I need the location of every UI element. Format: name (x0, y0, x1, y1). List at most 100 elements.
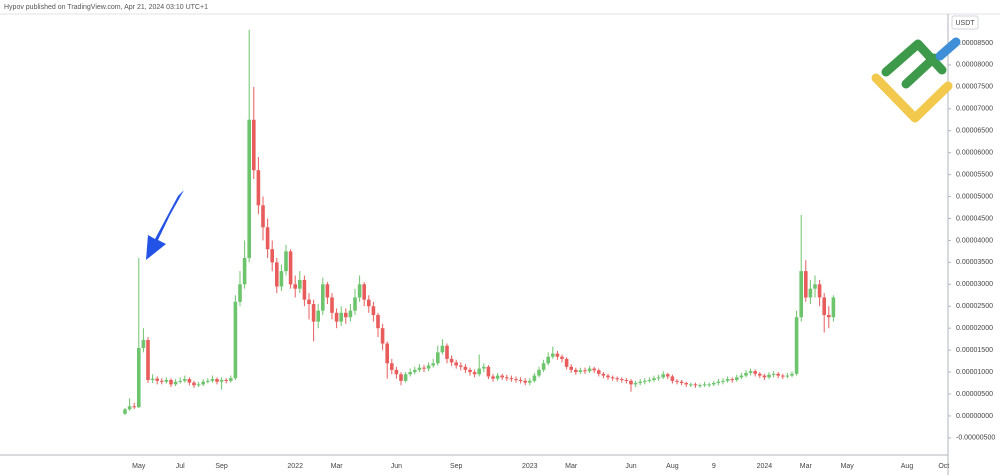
candle-body (661, 374, 665, 378)
x-tick-label: Oct (938, 463, 949, 470)
candle-body (288, 251, 293, 285)
candle-body (215, 379, 219, 382)
candle-body (376, 315, 380, 329)
candle-body (822, 297, 826, 316)
candle-body (169, 379, 173, 385)
candle-body (449, 358, 454, 363)
candle-body (261, 205, 265, 228)
candle-body (587, 368, 592, 372)
x-tick-label: May (841, 463, 855, 470)
logo-blue (935, 37, 961, 61)
candle-body (505, 377, 509, 379)
y-tick-label: -0.00000500 (956, 435, 995, 442)
candle-body (472, 372, 477, 375)
candle-body (514, 379, 518, 381)
candle-body (569, 366, 573, 370)
candle-body (574, 369, 578, 373)
candle-body (330, 297, 334, 313)
candle-body (813, 284, 817, 289)
logo (871, 37, 961, 123)
candle-body (293, 284, 297, 289)
candle-body (638, 381, 642, 384)
candle-body (390, 363, 394, 370)
y-tick-label: 0.00003000 (956, 281, 993, 288)
candle-body (265, 227, 270, 250)
candle-body (463, 366, 468, 370)
x-tick-label: Aug (666, 463, 679, 470)
candle-body (541, 363, 546, 370)
candle-body (247, 119, 251, 258)
x-tick-label: Aug (901, 463, 914, 470)
x-tick-label: 9 (712, 463, 716, 470)
y-tick-label: 0.00008500 (956, 40, 993, 47)
candle-body (831, 297, 836, 318)
candle-body (633, 383, 638, 385)
candle-body (735, 377, 739, 380)
candle-body (781, 375, 785, 377)
x-tick-label: 2024 (757, 463, 773, 470)
candle-body (362, 284, 366, 300)
candle-body (141, 340, 146, 348)
candle-body (656, 377, 661, 379)
candle-body (164, 379, 169, 382)
x-tick-label: Sep (450, 463, 463, 470)
candle-body (689, 384, 693, 386)
candle-body (127, 406, 132, 410)
y-tick-label: 0.00005500 (956, 171, 993, 178)
candle-body (394, 369, 399, 375)
candle-body (684, 383, 688, 385)
candle-body (560, 356, 564, 359)
candle-body (546, 356, 550, 364)
candle-body (270, 249, 274, 263)
candle-body (219, 379, 224, 382)
candle-body (242, 257, 247, 285)
candle-body (753, 371, 757, 374)
candle-body (137, 347, 141, 408)
candle-body (413, 369, 417, 373)
candle-body (367, 299, 371, 307)
candle-body (371, 306, 376, 316)
candle-body (620, 379, 624, 381)
candle-body (325, 284, 330, 298)
candle-body (518, 379, 523, 381)
candle-body (804, 271, 808, 298)
candle-body (459, 365, 463, 367)
y-tick-label: 0.00000000 (956, 413, 993, 420)
candle-body (132, 406, 136, 408)
candle-body (693, 384, 698, 386)
x-tick-label: Mar (331, 463, 344, 470)
candle-body (201, 381, 205, 385)
candle-body (698, 385, 702, 387)
candle-body (183, 379, 187, 381)
candle-body (776, 373, 780, 376)
candle-body (468, 369, 472, 373)
candle-body (555, 353, 560, 357)
x-tick-label: Mar (565, 463, 578, 470)
candle-body (422, 367, 426, 369)
x-tick-label: Jun (625, 463, 636, 470)
y-tick-label: 0.00006500 (956, 128, 993, 135)
y-tick-label: 0.00005000 (956, 193, 993, 200)
candle-body (491, 376, 495, 379)
candle-body (353, 297, 357, 311)
candle-body (440, 345, 445, 353)
candle-body (339, 312, 343, 322)
candle-body (794, 317, 799, 374)
candle-body (482, 366, 486, 369)
x-tick-label: 2023 (522, 463, 538, 470)
candle-body (606, 375, 610, 378)
candle-body (256, 170, 261, 206)
candle-body (721, 380, 725, 382)
y-tick-label: 0.00002500 (956, 303, 993, 310)
currency-label: USDT (955, 20, 975, 27)
candle-body (597, 370, 601, 374)
candle-body (178, 380, 182, 382)
y-tick-label: 0.00001500 (956, 347, 993, 354)
candle-body (196, 384, 201, 386)
candle-body (229, 378, 233, 381)
x-tick-label: Sep (215, 463, 228, 470)
candle-body (210, 379, 215, 381)
candle-body (624, 379, 629, 381)
candle-body (583, 370, 587, 372)
